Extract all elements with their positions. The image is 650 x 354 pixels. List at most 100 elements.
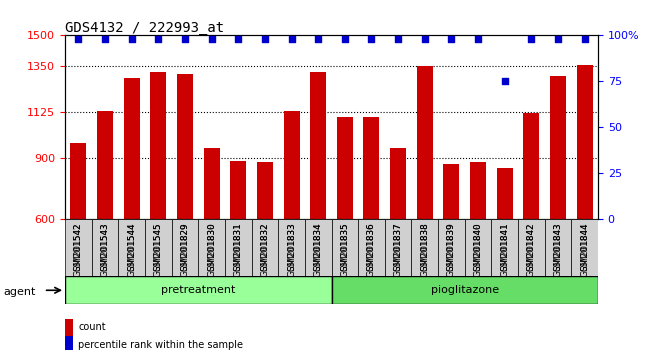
Bar: [150, 72, 166, 219]
Text: GSM201843: GSM201843: [554, 222, 562, 271]
FancyBboxPatch shape: [491, 219, 518, 276]
Text: GSM201830: GSM201830: [207, 222, 216, 277]
FancyBboxPatch shape: [172, 219, 198, 276]
Text: GSM201835: GSM201835: [341, 222, 349, 271]
Bar: [470, 162, 486, 219]
Text: GSM201543: GSM201543: [101, 222, 109, 277]
Text: GSM201545: GSM201545: [154, 222, 162, 277]
Bar: [65, 319, 73, 336]
FancyBboxPatch shape: [545, 219, 571, 276]
Point: [553, 36, 564, 42]
Text: GSM201843: GSM201843: [554, 222, 562, 277]
Text: GSM201838: GSM201838: [421, 222, 429, 277]
Point: [473, 36, 484, 42]
Bar: [70, 143, 86, 219]
Text: GSM201829: GSM201829: [181, 222, 189, 271]
Text: GSM201836: GSM201836: [367, 222, 376, 277]
Text: GSM201837: GSM201837: [394, 222, 402, 271]
Text: GDS4132 / 222993_at: GDS4132 / 222993_at: [65, 21, 224, 35]
Point: [206, 36, 216, 42]
Text: GSM201831: GSM201831: [234, 222, 242, 277]
Point: [126, 36, 137, 42]
FancyBboxPatch shape: [145, 219, 172, 276]
FancyBboxPatch shape: [358, 219, 385, 276]
Bar: [124, 78, 140, 219]
Point: [526, 36, 537, 42]
Point: [100, 36, 110, 42]
Text: GSM201841: GSM201841: [500, 222, 509, 271]
Bar: [523, 113, 540, 219]
Bar: [177, 74, 193, 219]
Text: GSM201839: GSM201839: [447, 222, 456, 277]
Text: GSM201543: GSM201543: [101, 222, 109, 271]
Point: [500, 79, 510, 84]
Bar: [497, 169, 513, 219]
Bar: [337, 117, 353, 219]
Point: [393, 36, 403, 42]
Text: agent: agent: [3, 287, 36, 297]
FancyBboxPatch shape: [571, 219, 598, 276]
Bar: [230, 161, 246, 219]
Point: [313, 36, 324, 42]
Bar: [65, 336, 73, 354]
FancyBboxPatch shape: [198, 219, 225, 276]
Point: [73, 36, 83, 42]
Text: GSM201545: GSM201545: [154, 222, 162, 271]
Bar: [417, 66, 433, 219]
Bar: [203, 148, 220, 219]
Text: GSM201832: GSM201832: [261, 222, 269, 271]
Text: GSM201830: GSM201830: [207, 222, 216, 271]
Text: GSM201833: GSM201833: [287, 222, 296, 271]
Text: count: count: [79, 322, 106, 332]
Bar: [283, 111, 300, 219]
Bar: [577, 65, 593, 219]
Point: [153, 36, 164, 42]
FancyBboxPatch shape: [332, 219, 358, 276]
FancyBboxPatch shape: [118, 219, 145, 276]
Text: GSM201837: GSM201837: [394, 222, 402, 277]
Text: GSM201836: GSM201836: [367, 222, 376, 271]
Text: GSM201842: GSM201842: [527, 222, 536, 271]
Bar: [550, 76, 566, 219]
Text: percentile rank within the sample: percentile rank within the sample: [79, 340, 243, 350]
Text: GSM201831: GSM201831: [234, 222, 242, 271]
Bar: [257, 162, 273, 219]
Point: [179, 36, 190, 42]
FancyBboxPatch shape: [65, 219, 92, 276]
FancyBboxPatch shape: [65, 276, 332, 304]
FancyBboxPatch shape: [518, 219, 545, 276]
Text: GSM201840: GSM201840: [474, 222, 482, 271]
Point: [446, 36, 456, 42]
Text: GSM201542: GSM201542: [74, 222, 83, 271]
Bar: [443, 164, 460, 219]
Point: [287, 36, 297, 42]
FancyBboxPatch shape: [278, 219, 305, 276]
Point: [339, 36, 350, 42]
Text: GSM201544: GSM201544: [127, 222, 136, 277]
Text: pretreatment: pretreatment: [161, 285, 235, 295]
Text: GSM201841: GSM201841: [500, 222, 509, 277]
Text: GSM201829: GSM201829: [181, 222, 189, 277]
Point: [420, 36, 430, 42]
Text: GSM201542: GSM201542: [74, 222, 83, 277]
Text: GSM201839: GSM201839: [447, 222, 456, 271]
Bar: [310, 72, 326, 219]
FancyBboxPatch shape: [252, 219, 278, 276]
Point: [580, 36, 590, 42]
Point: [367, 36, 377, 42]
Text: GSM201840: GSM201840: [474, 222, 482, 277]
Text: GSM201832: GSM201832: [261, 222, 269, 277]
Bar: [390, 148, 406, 219]
FancyBboxPatch shape: [385, 219, 411, 276]
Point: [259, 36, 270, 42]
Text: GSM201844: GSM201844: [580, 222, 589, 277]
FancyBboxPatch shape: [92, 219, 118, 276]
Text: GSM201842: GSM201842: [527, 222, 536, 277]
Bar: [97, 111, 113, 219]
Text: GSM201838: GSM201838: [421, 222, 429, 271]
Text: GSM201834: GSM201834: [314, 222, 322, 271]
Text: GSM201844: GSM201844: [580, 222, 589, 271]
FancyBboxPatch shape: [332, 276, 598, 304]
FancyBboxPatch shape: [465, 219, 491, 276]
Text: GSM201835: GSM201835: [341, 222, 349, 277]
